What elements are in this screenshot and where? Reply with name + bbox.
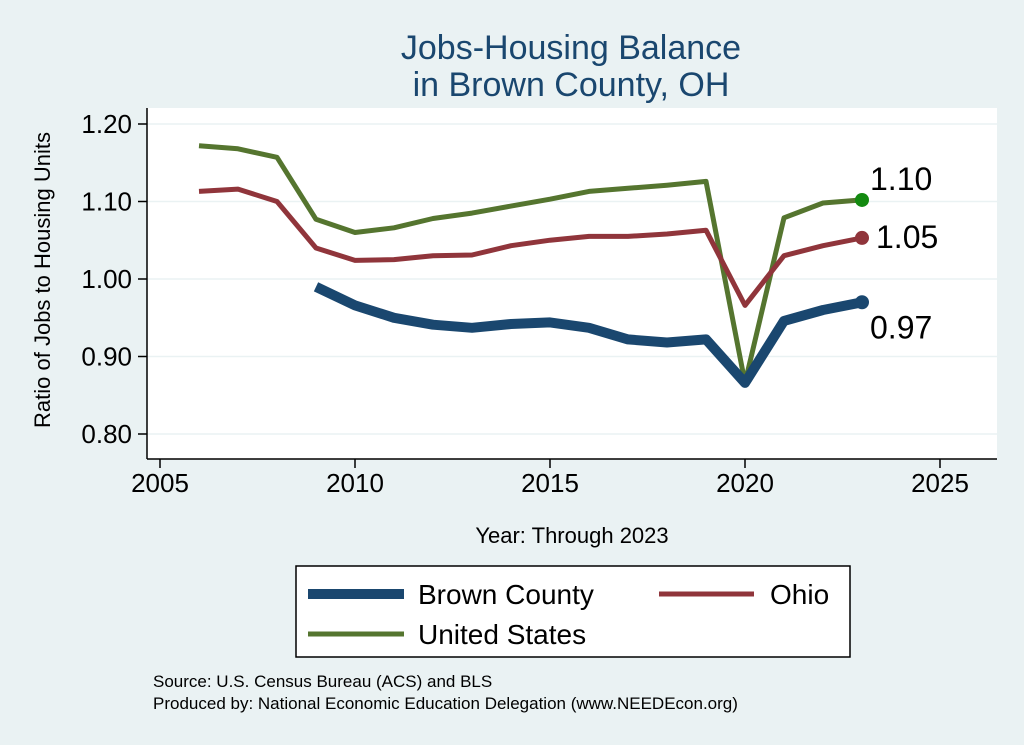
series-line-united-states	[198, 143, 863, 386]
legend-label-ohio: Ohio	[770, 579, 829, 610]
end-marker-ohio	[855, 230, 869, 245]
end-markers-layer: 1.10 1.05 0.97	[855, 161, 938, 345]
y-tick-label-1: 0.90	[81, 342, 132, 372]
source-line-2: Produced by: National Economic Education…	[153, 694, 738, 713]
y-tick-label-4: 1.20	[81, 109, 132, 139]
source-line-1: Source: U.S. Census Bureau (ACS) and BLS	[153, 672, 492, 691]
legend-label-united-states: United States	[418, 619, 586, 650]
series-layer	[198, 143, 863, 388]
y-tick-label-2: 1.00	[81, 264, 132, 294]
x-tick-label-0: 2005	[131, 468, 189, 498]
x-ticks: 2005 2010 2015 2020 2025	[131, 459, 969, 498]
x-tick-label-2: 2015	[521, 468, 579, 498]
grid-lines	[147, 123, 997, 435]
plot-area	[147, 108, 997, 459]
chart-title-line-1: Jobs-Housing Balance	[401, 29, 741, 67]
chart-title-line-2: in Brown County, OH	[413, 66, 730, 104]
y-ticks: 0.80 0.90 1.00 1.10 1.20	[81, 109, 147, 449]
end-marker-united-states	[855, 192, 869, 207]
x-tick-label-3: 2020	[716, 468, 774, 498]
series-line-ohio	[198, 186, 863, 308]
series-line-brown-county	[313, 282, 863, 388]
end-label-brown-county: 0.97	[870, 309, 932, 345]
end-marker-brown-county	[855, 295, 869, 310]
x-tick-label-4: 2025	[911, 468, 969, 498]
y-tick-label-3: 1.10	[81, 187, 132, 217]
legend-label-brown-county: Brown County	[418, 579, 594, 610]
y-tick-label-0: 0.80	[81, 419, 132, 449]
x-axis-title: Year: Through 2023	[475, 523, 668, 548]
end-label-ohio: 1.05	[876, 219, 938, 255]
y-axis-title: Ratio of Jobs to Housing Units	[30, 132, 55, 428]
legend-box	[295, 565, 851, 658]
end-label-united-states: 1.10	[870, 161, 932, 197]
x-tick-label-1: 2010	[326, 468, 384, 498]
legend: Brown County Ohio United States	[308, 579, 829, 650]
